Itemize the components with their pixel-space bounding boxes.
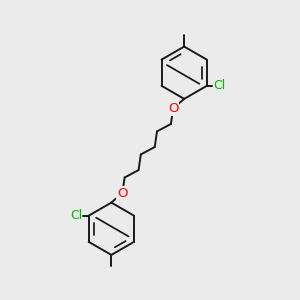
Text: O: O <box>117 187 128 200</box>
Text: O: O <box>168 102 178 115</box>
Text: Cl: Cl <box>213 79 225 92</box>
Text: Cl: Cl <box>70 209 83 222</box>
